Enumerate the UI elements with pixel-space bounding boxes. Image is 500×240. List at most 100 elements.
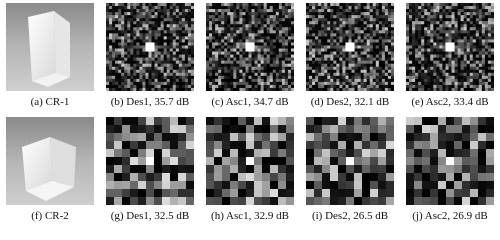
pixel (354, 117, 363, 126)
pixel (221, 78, 225, 83)
pixel (487, 3, 492, 7)
pixel (254, 84, 258, 89)
pixel (339, 6, 343, 10)
pixel (130, 33, 134, 37)
pixel (151, 27, 155, 31)
pixel (254, 39, 258, 43)
pixel (387, 78, 392, 83)
pixel (242, 6, 246, 10)
pixel (254, 30, 258, 34)
pixel (172, 42, 177, 46)
pixel (357, 51, 361, 55)
pixel (275, 39, 280, 43)
pixel (172, 54, 177, 58)
pixel (336, 81, 340, 86)
pixel (430, 84, 434, 89)
pixel (239, 54, 243, 58)
pixel (312, 12, 316, 16)
pixel (263, 48, 267, 52)
pixel (469, 69, 474, 74)
pixel (424, 66, 428, 71)
pixel (233, 72, 237, 77)
pixel (184, 60, 189, 64)
pixel (239, 12, 243, 16)
pixel (187, 87, 192, 91)
pixel (454, 30, 458, 34)
pixel (115, 51, 119, 55)
pixel (281, 6, 286, 10)
pixel (439, 30, 443, 34)
pixel (309, 18, 313, 22)
pixel (418, 78, 422, 83)
pixel (448, 6, 452, 10)
pixel (384, 6, 389, 10)
pixel (336, 63, 340, 68)
pixel (375, 54, 380, 58)
pixel (333, 45, 337, 49)
pixel (148, 33, 152, 37)
pixel (169, 54, 174, 58)
pixel (138, 133, 147, 142)
pixel (336, 72, 340, 77)
pixel (451, 72, 455, 77)
pixel (248, 6, 252, 10)
pixel (118, 18, 122, 22)
pixel (290, 45, 294, 49)
pixel (236, 12, 240, 16)
pixel (245, 30, 249, 34)
pixel (151, 60, 155, 64)
pixel (206, 54, 210, 58)
pixel (263, 36, 267, 40)
pixel (266, 69, 271, 74)
pixel (290, 48, 294, 52)
pixel (387, 33, 392, 37)
pixel (348, 78, 352, 83)
pixel (112, 54, 116, 58)
pixel (206, 149, 215, 158)
pixel (281, 15, 286, 19)
pixel (122, 165, 131, 174)
pixel (121, 87, 125, 91)
pixel (421, 81, 425, 86)
pixel (281, 27, 286, 31)
pixel (415, 69, 419, 74)
pixel (406, 36, 410, 40)
pixel (275, 75, 280, 80)
pixel (242, 9, 246, 13)
pixel (221, 87, 225, 91)
pixel (272, 57, 277, 61)
pixel (306, 15, 310, 19)
pixel (475, 6, 480, 10)
pixel (109, 66, 113, 71)
pixel (445, 78, 449, 83)
pixel (230, 60, 234, 64)
pixel (181, 81, 186, 86)
pixel (175, 87, 180, 91)
pixel (124, 63, 128, 68)
pixel (272, 66, 277, 71)
pixel (175, 30, 180, 34)
pixel (145, 42, 149, 46)
pixel (109, 75, 113, 80)
pixel (133, 27, 137, 31)
pixel (478, 48, 483, 52)
pixel (369, 24, 374, 28)
pixel (324, 24, 328, 28)
pixel (330, 51, 334, 55)
pixel (384, 48, 389, 52)
pixel (327, 30, 331, 34)
pixel (345, 27, 349, 31)
pixel (278, 133, 287, 142)
panel: (f) CR-2 (2, 117, 98, 222)
pixel (430, 181, 439, 190)
pixel (427, 48, 431, 52)
pixel (366, 75, 371, 80)
pixel (139, 39, 143, 43)
pixel (309, 54, 313, 58)
pixel (339, 45, 343, 49)
pixel (442, 81, 446, 86)
pixel (163, 21, 167, 25)
pixel (221, 63, 225, 68)
pixel (106, 54, 110, 58)
pixel (133, 12, 137, 16)
